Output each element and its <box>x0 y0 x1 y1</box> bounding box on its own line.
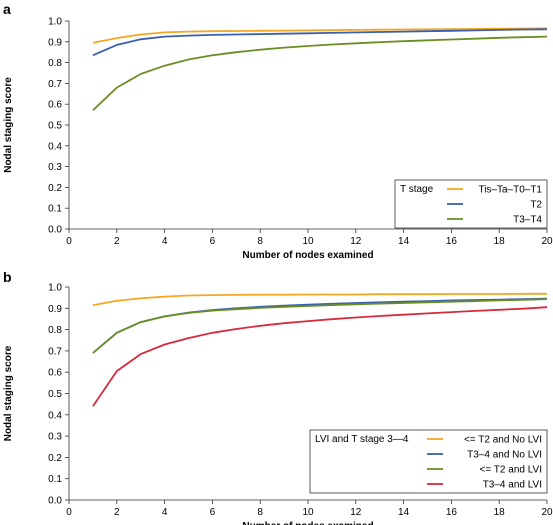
x-tick-label: 14 <box>398 507 410 518</box>
legend: LVI and T stage 3—4 <= T2 and No LVI T3–4 … <box>309 429 548 494</box>
x-tick-label: 12 <box>350 507 362 518</box>
legend-label: T3–T4 <box>513 215 542 226</box>
legend-label: T3–4 and No LVI <box>467 450 542 461</box>
x-tick-label: 20 <box>541 507 553 518</box>
y-tick-label: 0.3 <box>48 162 62 173</box>
x-tick-label: 2 <box>114 236 120 247</box>
y-tick-label: 0.9 <box>48 304 62 315</box>
legend-label: T3–4 and LVI <box>483 480 542 491</box>
chart-panel-a: a 0.0 0.1 0.2 0.3 0.4 0.5 0.6 0.7 0.8 0.9 1.0 0 2 4 6 8 1… <box>3 1 553 261</box>
y-tick-label: 0.4 <box>48 141 62 152</box>
x-tick-label: 18 <box>494 236 506 247</box>
legend-label: <= T2 and No LVI <box>464 435 542 446</box>
x-axis-label: Number of nodes examined <box>242 250 373 261</box>
y-tick-label: 0.4 <box>48 410 62 421</box>
legend-box <box>394 179 548 229</box>
y-axis-label: Nodal staging score <box>3 345 14 441</box>
x-tick-label: 0 <box>66 507 72 518</box>
x-tick-label: 18 <box>494 507 506 518</box>
y-tick-label: 0.2 <box>48 453 62 464</box>
y-tick-label: 0.0 <box>48 225 62 236</box>
y-tick-label: 1.0 <box>48 17 62 28</box>
series-line <box>92 306 548 407</box>
y-tick-label: 0.7 <box>48 79 62 90</box>
y-tick-label: 0.0 <box>48 496 62 507</box>
series-line <box>92 28 548 57</box>
chart-panel-b: b 0.0 0.1 0.2 0.3 0.4 0.5 0.6 0.7 0.8 0.9 1.0 0 2 4 6 8 1… <box>3 269 553 525</box>
x-tick-label: 10 <box>302 507 314 518</box>
legend-label: T2 <box>530 200 542 211</box>
y-tick-label: 1.0 <box>48 283 62 294</box>
panel-label: b <box>3 269 12 285</box>
x-tick-label: 20 <box>541 236 553 247</box>
x-tick-label: 4 <box>162 507 168 518</box>
x-tick-label: 4 <box>162 236 168 247</box>
y-tick-label: 0.1 <box>48 204 62 215</box>
y-axis-label: Nodal staging score <box>3 77 14 173</box>
x-tick-label: 16 <box>446 507 458 518</box>
x-tick-label: 0 <box>66 236 72 247</box>
legend: T stage Tis–Ta–T0–T1 T2 T3–T4 <box>394 179 548 229</box>
y-tick-label: 0.2 <box>48 183 62 194</box>
legend-label: Tis–Ta–T0–T1 <box>478 185 542 196</box>
x-tick-label: 14 <box>398 236 410 247</box>
y-tick-label: 0.1 <box>48 474 62 485</box>
y-tick-label: 0.8 <box>48 325 62 336</box>
y-tick-label: 0.5 <box>48 121 62 132</box>
y-tick-label: 0.6 <box>48 368 62 379</box>
x-tick-label: 8 <box>257 507 263 518</box>
series-line <box>92 27 548 44</box>
y-tick-label: 0.5 <box>48 389 62 400</box>
x-tick-label: 8 <box>257 236 263 247</box>
x-tick-label: 2 <box>114 507 120 518</box>
x-axis-label: Number of nodes examined <box>242 521 373 525</box>
series-line <box>92 292 547 306</box>
x-tick-label: 6 <box>210 236 216 247</box>
y-tick-label: 0.8 <box>48 58 62 69</box>
y-tick-label: 0.7 <box>48 346 62 357</box>
y-tick-label: 0.3 <box>48 432 62 443</box>
legend-label: <= T2 and LVI <box>480 465 542 476</box>
panel-label: a <box>3 1 11 17</box>
legend-title: T stage <box>400 184 434 195</box>
series-line <box>92 35 548 112</box>
x-tick-label: 6 <box>210 507 216 518</box>
legend-box <box>309 429 548 494</box>
x-tick-label: 10 <box>302 236 314 247</box>
y-tick-label: 0.9 <box>48 37 62 48</box>
x-tick-label: 12 <box>350 236 362 247</box>
x-tick-label: 16 <box>446 236 458 247</box>
legend-title: LVI and T stage 3—4 <box>315 434 409 445</box>
series-line <box>92 298 548 354</box>
series-line <box>92 297 548 354</box>
y-tick-label: 0.6 <box>48 100 62 111</box>
